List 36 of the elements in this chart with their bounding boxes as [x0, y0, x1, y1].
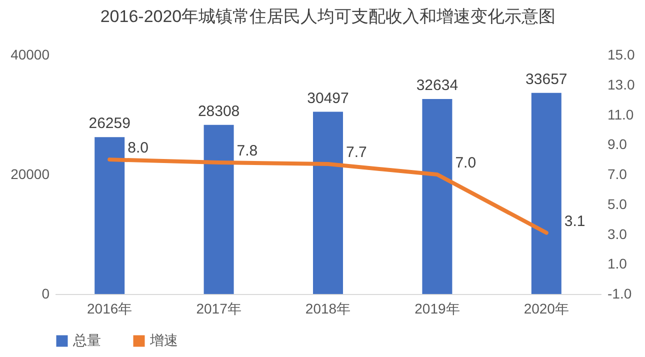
- data-label: 30497: [307, 90, 349, 107]
- data-label: 3.1: [564, 212, 586, 230]
- bar: [204, 124, 234, 294]
- x-tick-label: 2020年: [524, 300, 569, 316]
- y2-tick-label: 3.0: [608, 226, 628, 242]
- y2-tick-label: 13.0: [608, 76, 635, 92]
- y2-tick-label: 15.0: [608, 46, 635, 62]
- y-tick-label: 40000: [10, 46, 50, 62]
- data-label: 33657: [526, 70, 568, 88]
- bar: [94, 137, 125, 294]
- y2-tick-label: 11.0: [608, 106, 634, 122]
- data-label: 7.0: [455, 154, 476, 172]
- data-label: 32634: [416, 77, 458, 94]
- y2-tick-label: 1.0: [608, 256, 628, 272]
- y-tick-label: 0: [42, 286, 50, 302]
- legend-label: 总量: [72, 332, 101, 348]
- x-tick-label: 2016年: [87, 300, 132, 316]
- data-label: 7.8: [236, 142, 258, 160]
- y2-tick-label: 5.0: [608, 196, 628, 212]
- x-tick-label: 2018年: [305, 300, 351, 316]
- line-series: [108, 158, 548, 235]
- x-tick-label: 2019年: [414, 300, 460, 316]
- y-tick-label: 20000: [10, 166, 50, 182]
- bar: [531, 92, 562, 294]
- data-label: 28308: [198, 102, 240, 120]
- data-label: 8.0: [128, 140, 148, 157]
- data-label: 7.7: [346, 144, 367, 162]
- y2-tick-label: 7.0: [608, 166, 628, 182]
- x-tick-label: 2017年: [196, 300, 242, 316]
- data-label: 26259: [88, 115, 130, 132]
- legend-label: 增速: [149, 332, 178, 348]
- y2-tick-label: -1.0: [608, 286, 632, 302]
- bar: [422, 99, 452, 294]
- bar: [313, 112, 343, 294]
- chart-title: 2016-2020年城镇常住居民人均可支配收入和增速变化示意图: [100, 7, 556, 26]
- y2-tick-label: 9.0: [608, 136, 628, 152]
